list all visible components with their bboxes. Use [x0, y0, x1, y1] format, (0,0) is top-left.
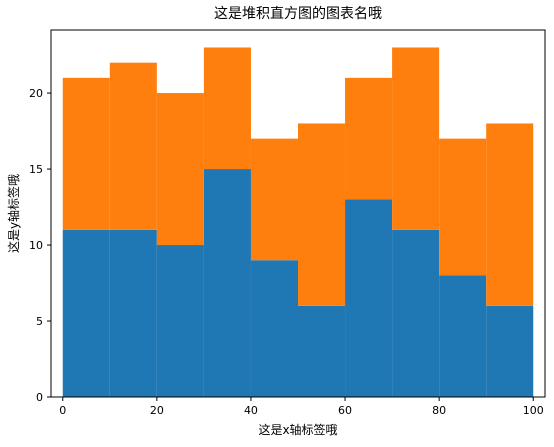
- bar-series2-bin-10: [486, 123, 534, 306]
- bar-series2-bin-6: [298, 123, 346, 306]
- y-tick-label: 15: [29, 163, 43, 176]
- y-tick-label: 10: [29, 239, 43, 252]
- bar-series2-bin-9: [439, 138, 487, 276]
- bar-series2-bin-1: [62, 77, 110, 230]
- x-tick-label: 20: [150, 404, 164, 417]
- bar-series2-bin-8: [392, 47, 440, 230]
- bar-series1-bin-10: [486, 305, 534, 397]
- bar-series1-bin-5: [250, 260, 298, 397]
- bar-series1-bin-4: [203, 169, 251, 397]
- x-axis-label: 这是x轴标签哦: [258, 422, 337, 437]
- x-tick-label: 40: [244, 404, 258, 417]
- y-tick-label: 20: [29, 87, 43, 100]
- bar-series2-bin-7: [345, 77, 393, 200]
- y-tick-label: 0: [36, 391, 43, 404]
- bar-series1-bin-2: [109, 229, 157, 397]
- y-axis-ticks: 0 5 10 15 20: [29, 87, 51, 404]
- y-tick-label: 5: [36, 315, 43, 328]
- y-axis-label: 这是y轴标签哦: [6, 174, 21, 253]
- x-axis-ticks: 0 20 40 60 80 100: [59, 397, 544, 417]
- x-tick-label: 60: [338, 404, 352, 417]
- bars-layer: [62, 47, 534, 397]
- bar-series1-bin-8: [392, 229, 440, 397]
- bar-series1-bin-7: [345, 199, 393, 397]
- plot-frame: [50, 29, 546, 398]
- x-tick-label: 80: [432, 404, 446, 417]
- bar-series1-bin-1: [62, 229, 110, 397]
- bar-series2-bin-3: [156, 93, 204, 246]
- chart-title: 这是堆积直方图的图表名哦: [214, 5, 382, 22]
- x-tick-label: 0: [59, 404, 66, 417]
- x-tick-label: 100: [523, 404, 544, 417]
- bar-series2-bin-5: [250, 138, 298, 261]
- bar-series1-bin-9: [439, 275, 487, 397]
- bar-series2-bin-4: [203, 47, 251, 170]
- bar-series2-bin-2: [109, 62, 157, 230]
- bar-series1-bin-6: [298, 305, 346, 397]
- bar-series1-bin-3: [156, 245, 204, 397]
